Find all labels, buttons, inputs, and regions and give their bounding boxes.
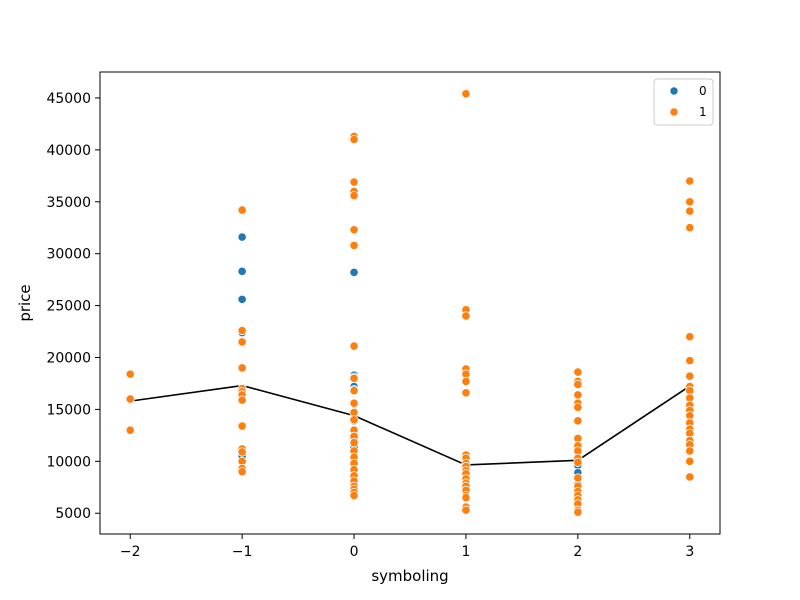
point-series-1 (349, 240, 359, 250)
point-series-1 (685, 197, 695, 207)
point-series-1 (573, 416, 583, 426)
point-series-1 (349, 190, 359, 201)
point-series-1 (685, 176, 695, 186)
point-series-1 (573, 473, 583, 483)
point-series-0 (237, 266, 247, 276)
x-tick-label: 0 (350, 544, 359, 560)
point-series-1 (349, 386, 359, 396)
legend-label-0: 0 (699, 84, 707, 98)
point-series-0 (237, 294, 247, 304)
point-series-1 (461, 505, 471, 515)
point-series-1 (349, 341, 359, 351)
y-tick-label: 45000 (46, 91, 91, 107)
point-series-1 (349, 373, 359, 383)
legend-marker-1 (669, 107, 679, 117)
point-series-1 (573, 402, 583, 412)
legend: 01 (653, 78, 714, 126)
x-tick-label: 2 (573, 544, 582, 560)
points-layer (125, 89, 695, 517)
x-axis-label: symboling (371, 567, 448, 585)
axes-layer: −2 −1 0 1 2 350001000015000200002500030000350… (46, 91, 694, 560)
point-series-1 (237, 363, 247, 373)
point-series-1 (349, 225, 359, 235)
point-series-1 (349, 134, 359, 145)
point-series-1 (685, 472, 695, 482)
point-series-1 (573, 379, 583, 390)
y-axis-label: price (16, 284, 34, 321)
point-series-1 (573, 367, 583, 377)
legend-marker-0 (669, 86, 679, 96)
y-tick-label: 25000 (46, 299, 91, 315)
point-series-1 (573, 457, 583, 467)
x-tick-label: 1 (461, 544, 470, 560)
point-series-0 (349, 267, 359, 277)
point-series-1 (685, 223, 695, 233)
point-series-1 (237, 395, 247, 405)
point-series-1 (349, 438, 359, 448)
point-series-1 (237, 467, 247, 477)
y-tick-label: 35000 (46, 195, 91, 211)
x-tick-label: −1 (232, 544, 253, 560)
point-series-1 (349, 490, 359, 501)
mean-line-layer (130, 384, 691, 466)
point-series-1 (125, 369, 135, 379)
point-series-1 (125, 394, 135, 404)
point-series-1 (237, 325, 247, 336)
point-series-1 (349, 415, 359, 425)
point-series-1 (573, 507, 583, 517)
x-tick-label: −2 (120, 544, 141, 560)
point-series-1 (685, 456, 695, 466)
mean-price-line (130, 384, 691, 466)
point-series-1 (573, 390, 583, 400)
legend-box (653, 78, 714, 126)
y-tick-label: 30000 (46, 247, 91, 263)
point-series-1 (237, 447, 247, 457)
y-tick-label: 40000 (46, 143, 91, 159)
point-series-1 (685, 371, 695, 381)
legend-label-1: 1 (699, 105, 707, 119)
plot-frame (99, 71, 721, 535)
point-series-1 (685, 446, 695, 456)
y-tick-label: 5000 (55, 506, 91, 522)
point-series-1 (237, 205, 247, 215)
point-series-1 (461, 376, 471, 386)
x-tick-label: 3 (685, 544, 694, 560)
point-series-0 (237, 232, 247, 242)
point-series-1 (461, 493, 471, 503)
y-tick-label: 15000 (46, 402, 91, 418)
point-series-1 (685, 206, 695, 216)
point-series-1 (125, 425, 135, 435)
y-tick-label: 10000 (46, 454, 91, 470)
point-series-1 (349, 177, 359, 187)
point-series-1 (685, 332, 695, 342)
y-tick-label: 20000 (46, 351, 91, 367)
point-series-1 (461, 89, 471, 99)
point-series-1 (685, 356, 695, 366)
point-series-1 (237, 421, 247, 431)
point-series-1 (461, 311, 471, 321)
point-series-1 (237, 337, 247, 347)
point-series-1 (461, 388, 471, 398)
point-series-1 (349, 398, 359, 408)
